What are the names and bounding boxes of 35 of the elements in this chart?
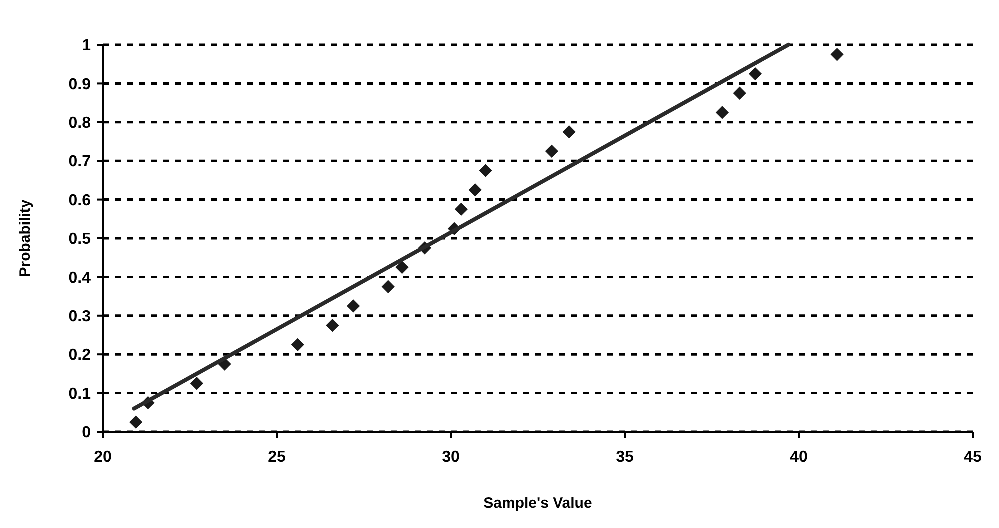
y-tick-label: 0.4 <box>68 270 92 287</box>
y-tick-label: 1 <box>82 38 92 55</box>
point <box>129 416 143 429</box>
y-tick-label: 0.5 <box>68 231 92 248</box>
x-tick-label: 35 <box>616 449 634 466</box>
point <box>830 48 844 62</box>
y-tick-label: 0.1 <box>68 386 92 403</box>
x-tick-label: 45 <box>964 449 982 466</box>
point <box>545 144 558 158</box>
point <box>291 338 304 352</box>
x-tick-label: 20 <box>94 449 112 466</box>
point <box>468 184 482 197</box>
y-tick-label: 0.7 <box>68 154 92 171</box>
x-tick-label: 30 <box>442 449 460 466</box>
point <box>562 126 576 139</box>
point <box>454 202 468 216</box>
point <box>326 319 340 332</box>
point <box>716 106 730 120</box>
y-tick-label: 0.6 <box>68 192 92 210</box>
point <box>190 377 204 390</box>
y-tick-label: 0.3 <box>68 308 92 326</box>
y-tick-label: 0.9 <box>68 76 92 94</box>
y-axis-title: Probability <box>17 199 34 278</box>
point <box>346 300 360 313</box>
y-tick-label: 0 <box>82 424 92 442</box>
x-axis-title: Sample's Value <box>484 495 592 512</box>
point <box>733 86 746 100</box>
y-tick-label: 0.8 <box>68 115 92 132</box>
point <box>479 164 492 178</box>
point <box>382 280 395 294</box>
x-tick-label: 40 <box>790 449 808 466</box>
y-tick-label: 0.2 <box>68 347 92 364</box>
x-tick-label: 25 <box>268 449 286 466</box>
point <box>748 67 762 81</box>
point <box>396 260 409 274</box>
